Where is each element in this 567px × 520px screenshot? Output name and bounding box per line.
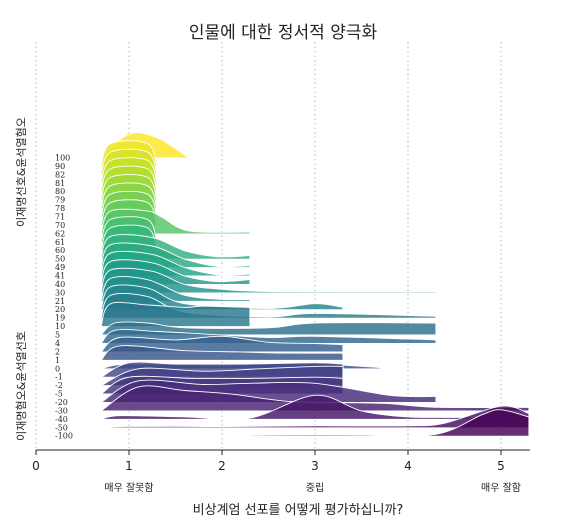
y-label--5: -5 bbox=[55, 390, 63, 399]
y-label--40: -40 bbox=[55, 415, 68, 424]
y-labels: 1009082818079787170626160504941403021201… bbox=[55, 154, 73, 441]
group-label-top: 이재명선호&윤석열혐오 bbox=[15, 117, 28, 227]
y-label-49: 49 bbox=[55, 263, 65, 272]
x-tick-label-1: 1 bbox=[125, 459, 133, 473]
y-label--30: -30 bbox=[55, 406, 68, 415]
y-label-30: 30 bbox=[55, 288, 65, 297]
y-label-61: 61 bbox=[55, 238, 65, 247]
y-label-19: 19 bbox=[55, 314, 65, 323]
x-tick-label-2: 2 bbox=[218, 459, 226, 473]
y-label-62: 62 bbox=[55, 229, 65, 238]
y-label-70: 70 bbox=[55, 221, 65, 230]
chart-title: 인물에 대한 정서적 양극화 bbox=[189, 23, 378, 43]
ridge--100 bbox=[194, 409, 530, 437]
x-grid bbox=[35, 42, 502, 448]
y-label--100: -100 bbox=[55, 432, 73, 441]
y-label-100: 100 bbox=[55, 154, 70, 163]
y-label-80: 80 bbox=[55, 187, 65, 196]
y-label--20: -20 bbox=[55, 398, 68, 407]
group-label-bottom: 이재명혐오&윤석열선호 bbox=[15, 331, 28, 441]
y-label-41: 41 bbox=[55, 272, 65, 281]
ridge-10 bbox=[100, 301, 251, 328]
y-label-2: 2 bbox=[55, 347, 60, 356]
x-axis: 0 1 2 3 4 5 매우 잘못함 중립 매우 잘함 bbox=[32, 449, 530, 494]
y-label-20: 20 bbox=[55, 305, 65, 314]
ridge-30 bbox=[100, 267, 437, 294]
y-label-71: 71 bbox=[55, 213, 65, 222]
y-label--50: -50 bbox=[55, 423, 68, 432]
y-label-21: 21 bbox=[55, 297, 65, 306]
y-label-4: 4 bbox=[55, 339, 60, 348]
y-label-5: 5 bbox=[55, 331, 60, 340]
y-label-60: 60 bbox=[55, 246, 65, 255]
y-label--1: -1 bbox=[55, 373, 63, 382]
ridge--40 bbox=[100, 394, 530, 420]
y-label-50: 50 bbox=[55, 255, 65, 264]
y-label-90: 90 bbox=[55, 162, 65, 171]
ridge-5 bbox=[99, 321, 437, 336]
x-category-label-1: 중립 bbox=[306, 481, 324, 494]
y-label-1: 1 bbox=[55, 356, 60, 365]
y-label-0: 0 bbox=[55, 364, 60, 373]
ridge-1 bbox=[99, 345, 344, 361]
y-label-10: 10 bbox=[55, 322, 65, 331]
y-label-81: 81 bbox=[55, 179, 65, 188]
x-category-label-0: 매우 잘못함 bbox=[104, 482, 153, 494]
y-label-82: 82 bbox=[55, 170, 65, 179]
ridges bbox=[99, 132, 530, 437]
y-label-79: 79 bbox=[55, 196, 65, 205]
x-tick-label-0: 0 bbox=[32, 459, 40, 473]
x-tick-label-3: 3 bbox=[311, 459, 319, 473]
x-tick-label-4: 4 bbox=[404, 459, 412, 473]
ridge-2 bbox=[99, 335, 344, 353]
x-category-label-2: 매우 잘함 bbox=[481, 482, 521, 494]
y-label-78: 78 bbox=[55, 204, 65, 213]
y-label-40: 40 bbox=[55, 280, 65, 289]
x-axis-label: 비상계엄 선포를 어떻게 평가하십니까? bbox=[193, 503, 404, 518]
x-tick-label-5: 5 bbox=[497, 459, 505, 473]
y-label--2: -2 bbox=[55, 381, 63, 390]
